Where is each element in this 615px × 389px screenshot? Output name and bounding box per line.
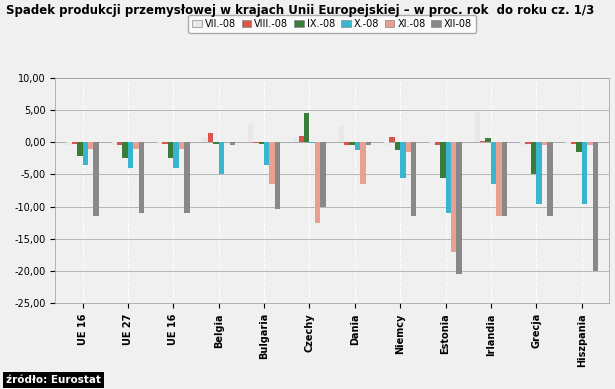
Bar [298,136,304,142]
Bar [542,142,547,145]
Bar [520,142,525,145]
Bar [592,142,598,271]
Bar [309,142,315,143]
Bar [139,142,145,213]
Bar [400,142,406,178]
Bar [531,142,536,175]
Bar [122,142,128,158]
Bar [411,142,416,216]
Bar [111,142,117,145]
Bar [219,142,224,175]
Bar [536,142,542,203]
Bar [275,142,280,209]
Bar [320,142,326,207]
Bar [117,142,122,145]
Bar [384,142,389,145]
Bar [406,142,411,152]
Bar [157,142,162,145]
Bar [173,142,179,168]
Bar [475,112,480,142]
Bar [456,142,462,274]
Bar [162,142,168,144]
Bar [202,137,208,142]
Bar [582,142,587,203]
Text: źródło: Eurostat: źródło: Eurostat [6,375,101,385]
Bar [293,138,298,142]
Bar [349,142,355,145]
Bar [128,142,133,168]
Bar [355,142,360,150]
Bar [315,142,320,223]
Bar [491,142,496,184]
Bar [72,142,77,144]
Bar [88,142,93,149]
Bar [133,142,139,149]
Bar [547,142,553,216]
Bar [440,142,445,178]
Bar [229,142,235,145]
Bar [248,124,253,142]
Bar [435,142,440,145]
Text: Spadek produkcji przemysłowej w krajach Unii Europejskiej – w proc. rok  do roku: Spadek produkcji przemysłowej w krajach … [6,4,595,17]
Bar [395,142,400,150]
Bar [269,142,275,184]
Bar [451,142,456,252]
Bar [168,142,173,158]
Bar [366,142,371,145]
Bar [445,142,451,213]
Bar [338,126,344,142]
Bar [496,142,502,216]
Bar [213,142,219,144]
Bar [179,142,184,149]
Bar [184,142,189,213]
Bar [77,142,82,156]
Bar [66,142,72,145]
Bar [253,142,258,143]
Bar [485,138,491,142]
Bar [587,142,592,145]
Bar [344,142,349,145]
Legend: VII.-08, VIII.-08, IX.-08, X.-08, XI.-08, XII-08: VII.-08, VIII.-08, IX.-08, X.-08, XI.-08… [188,15,476,33]
Bar [429,142,435,145]
Bar [258,142,264,144]
Bar [360,142,366,184]
Bar [93,142,99,216]
Bar [571,142,576,144]
Bar [304,113,309,142]
Bar [525,142,531,144]
Bar [565,142,571,144]
Bar [264,142,269,165]
Bar [502,142,507,216]
Bar [208,133,213,142]
Bar [480,141,485,142]
Bar [82,142,88,165]
Bar [576,142,582,152]
Bar [389,137,395,142]
